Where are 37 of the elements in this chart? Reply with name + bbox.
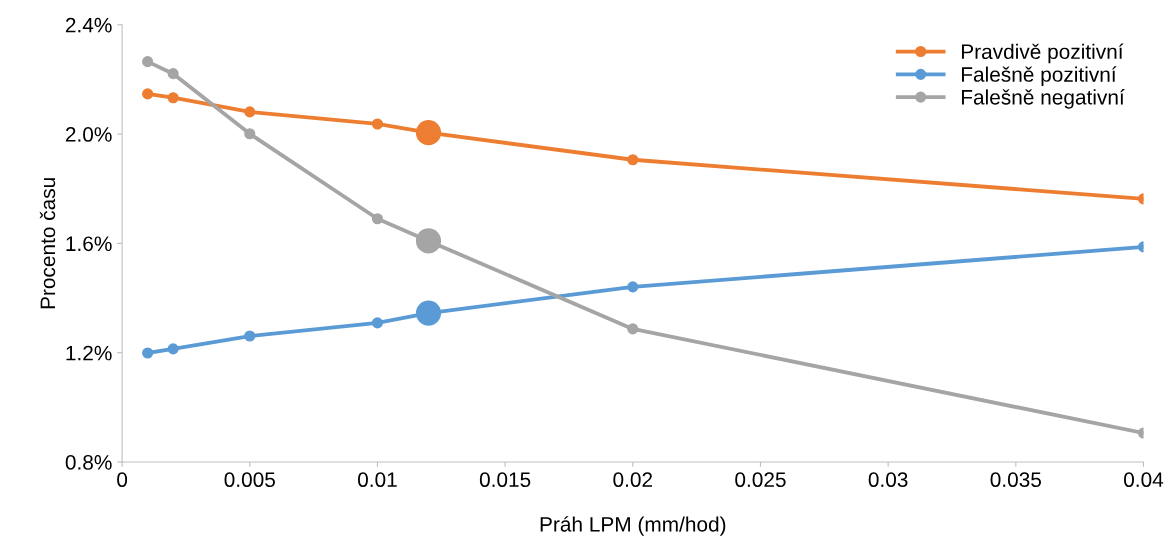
x-tick-label: 0.015 <box>479 472 531 488</box>
point <box>167 343 179 355</box>
x-tick-label: 0.02 <box>613 472 653 488</box>
x-tick-label: 0.025 <box>735 472 786 488</box>
point <box>244 106 256 118</box>
y-tick-label: 2.0% <box>65 127 112 142</box>
point <box>627 323 639 335</box>
point <box>371 118 383 130</box>
x-tick-label: 0 <box>117 472 128 488</box>
y-tick-label: 0.8% <box>65 455 112 470</box>
point <box>415 120 442 146</box>
x-tick-label: 0.01 <box>357 472 397 488</box>
legend-label: Falešně negativní <box>961 89 1125 109</box>
point <box>627 154 639 166</box>
legend-label: Falešně pozitivní <box>961 66 1117 86</box>
point <box>371 317 383 329</box>
x-tick-label: 0.03 <box>868 472 908 488</box>
y-axis-title: Procento času <box>39 178 56 309</box>
y-tick-label: 2.4% <box>65 17 112 33</box>
point <box>167 68 179 80</box>
point <box>167 92 179 104</box>
point <box>371 213 383 225</box>
legend-label: Pravdivě pozitivní <box>961 43 1124 64</box>
point <box>415 228 442 254</box>
point <box>415 300 442 326</box>
point <box>142 347 154 359</box>
y-tick-label: 1.6% <box>66 236 112 252</box>
point <box>627 281 639 293</box>
x-tick-label: 0.04 <box>1124 472 1164 488</box>
point <box>142 88 154 100</box>
point <box>142 56 154 68</box>
x-tick-label: 0.005 <box>224 472 275 488</box>
x-tick-label: 0.035 <box>990 472 1041 488</box>
point <box>244 330 256 342</box>
x-axis-title: Práh LPM (mm/hod) <box>540 516 726 536</box>
point <box>244 128 256 140</box>
y-tick-label: 1.2% <box>66 345 112 361</box>
